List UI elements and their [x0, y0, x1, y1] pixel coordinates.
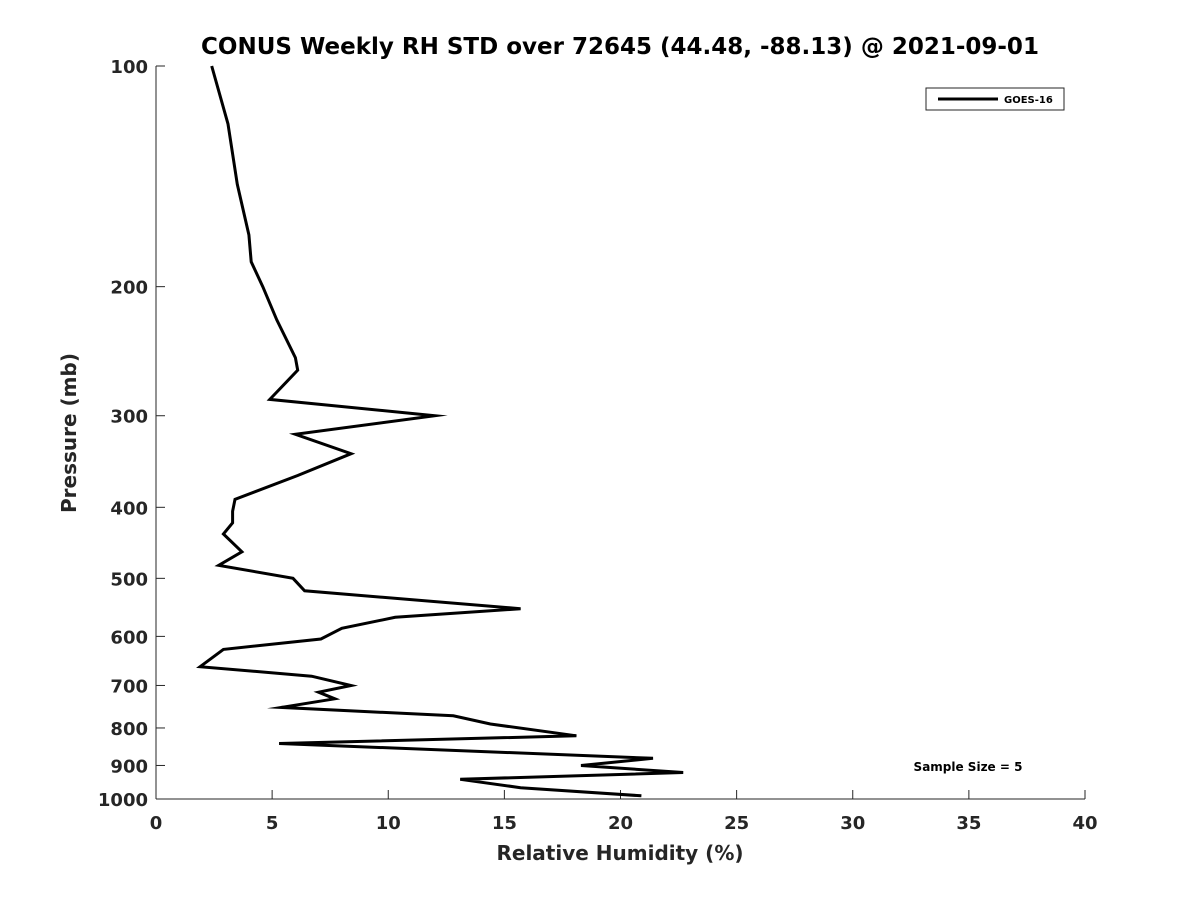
legend: GOES-16 [925, 87, 1065, 111]
x-tick-label: 20 [608, 813, 633, 834]
chart-title: CONUS Weekly RH STD over 72645 (44.48, -… [201, 34, 1039, 60]
x-tick-label: 25 [724, 813, 749, 834]
y-tick-label: 1000 [98, 790, 148, 811]
x-tick-label: 35 [956, 813, 981, 834]
x-tick-label: 0 [150, 813, 163, 834]
series-line-goes-16 [196, 65, 684, 798]
legend-label: GOES-16 [1004, 95, 1053, 106]
sample-size-annotation: Sample Size = 5 [914, 760, 1023, 774]
x-tick-label: 10 [376, 813, 401, 834]
y-tick-label: 900 [110, 756, 148, 777]
y-tick-label: 300 [110, 407, 148, 428]
x-axis-label: Relative Humidity (%) [496, 841, 743, 865]
y-tick-label: 200 [110, 278, 148, 299]
x-tick-label: 40 [1072, 813, 1097, 834]
x-tick-label: 5 [266, 813, 279, 834]
y-tick-label: 100 [110, 57, 148, 78]
y-tick-label: 800 [110, 719, 148, 740]
plot-area: 0 5 10 15 20 25 30 35 40 100 200 300 400 500 600 700 800… [98, 57, 1098, 834]
y-tick-label: 700 [110, 676, 148, 697]
y-tick-label: 400 [110, 498, 148, 519]
x-tick-label: 15 [492, 813, 517, 834]
y-tick-label: 600 [110, 627, 148, 648]
x-tick-label: 30 [840, 813, 865, 834]
y-tick-label: 500 [110, 569, 148, 590]
y-axis-label: Pressure (mb) [57, 353, 81, 513]
